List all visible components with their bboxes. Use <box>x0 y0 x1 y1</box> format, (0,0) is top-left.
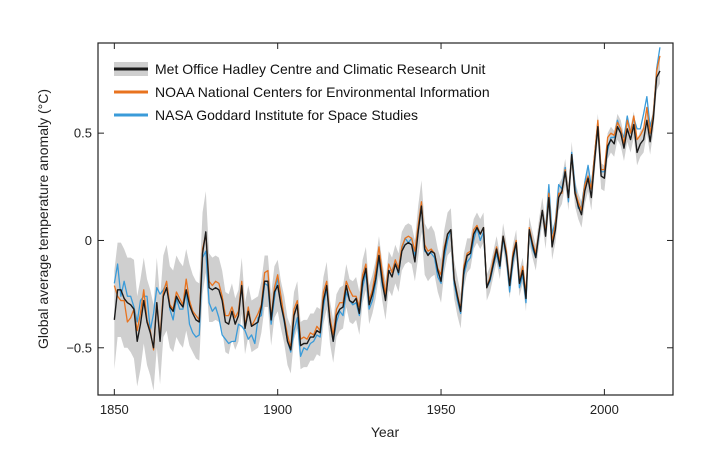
series-line-hadley <box>113 70 661 351</box>
legend-label-hadley: Met Office Hadley Centre and Climatic Re… <box>155 61 486 77</box>
y-tick-label: 0.5 <box>74 126 92 141</box>
legend-label-noaa: NOAA National Centers for Environmental … <box>155 84 490 100</box>
y-axis-title: Global average temperature anomaly (°C) <box>35 89 51 349</box>
hadley-uncertainty-band <box>114 58 660 391</box>
legend: Met Office Hadley Centre and Climatic Re… <box>114 61 490 123</box>
x-tick-label: 1950 <box>427 402 456 417</box>
x-tick-label: 1900 <box>263 402 292 417</box>
y-tick-label: 0 <box>85 233 92 248</box>
legend-label-nasa: NASA Goddard Institute for Space Studies <box>155 107 418 123</box>
x-axis-title: Year <box>371 424 400 440</box>
x-tick-label: 1850 <box>100 402 129 417</box>
plot-frame <box>97 42 674 396</box>
y-tick-label: −0.5 <box>66 340 92 355</box>
x-tick-label: 2000 <box>590 402 619 417</box>
